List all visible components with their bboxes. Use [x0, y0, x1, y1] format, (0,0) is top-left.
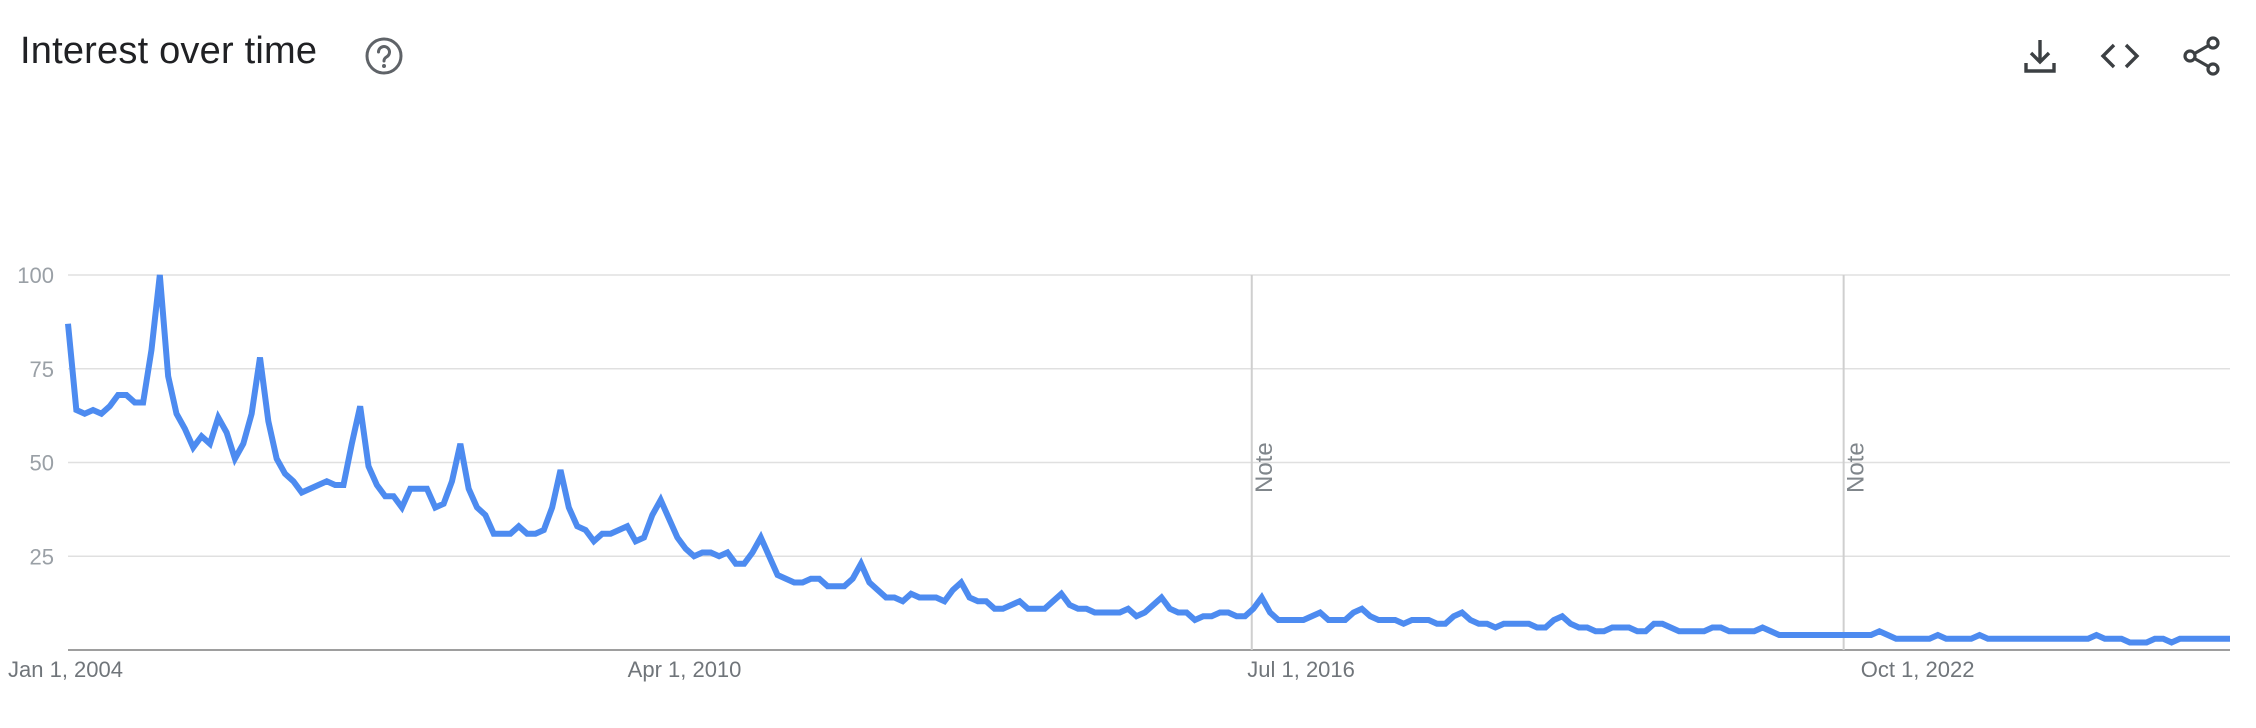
note-label: Note	[1251, 442, 1278, 493]
help-circle-icon[interactable]	[364, 36, 404, 76]
note-label: Note	[1843, 442, 1870, 493]
x-tick-label: Oct 1, 2022	[1861, 657, 1975, 682]
x-tick-label: Jan 1, 2004	[8, 657, 123, 682]
y-tick-label: 50	[30, 451, 54, 476]
download-icon[interactable]	[2018, 34, 2062, 78]
x-tick-label: Jul 1, 2016	[1247, 657, 1355, 682]
share-icon[interactable]	[2180, 34, 2224, 78]
y-tick-label: 75	[30, 357, 54, 382]
series-line	[65, 274, 2230, 646]
chart-header: Interest over time	[0, 0, 2256, 120]
y-tick-label: 25	[30, 544, 54, 569]
y-tick-label: 100	[17, 263, 54, 288]
chart-title: Interest over time	[20, 30, 318, 72]
embed-code-icon[interactable]	[2098, 34, 2142, 78]
x-tick-label: Apr 1, 2010	[628, 657, 742, 682]
